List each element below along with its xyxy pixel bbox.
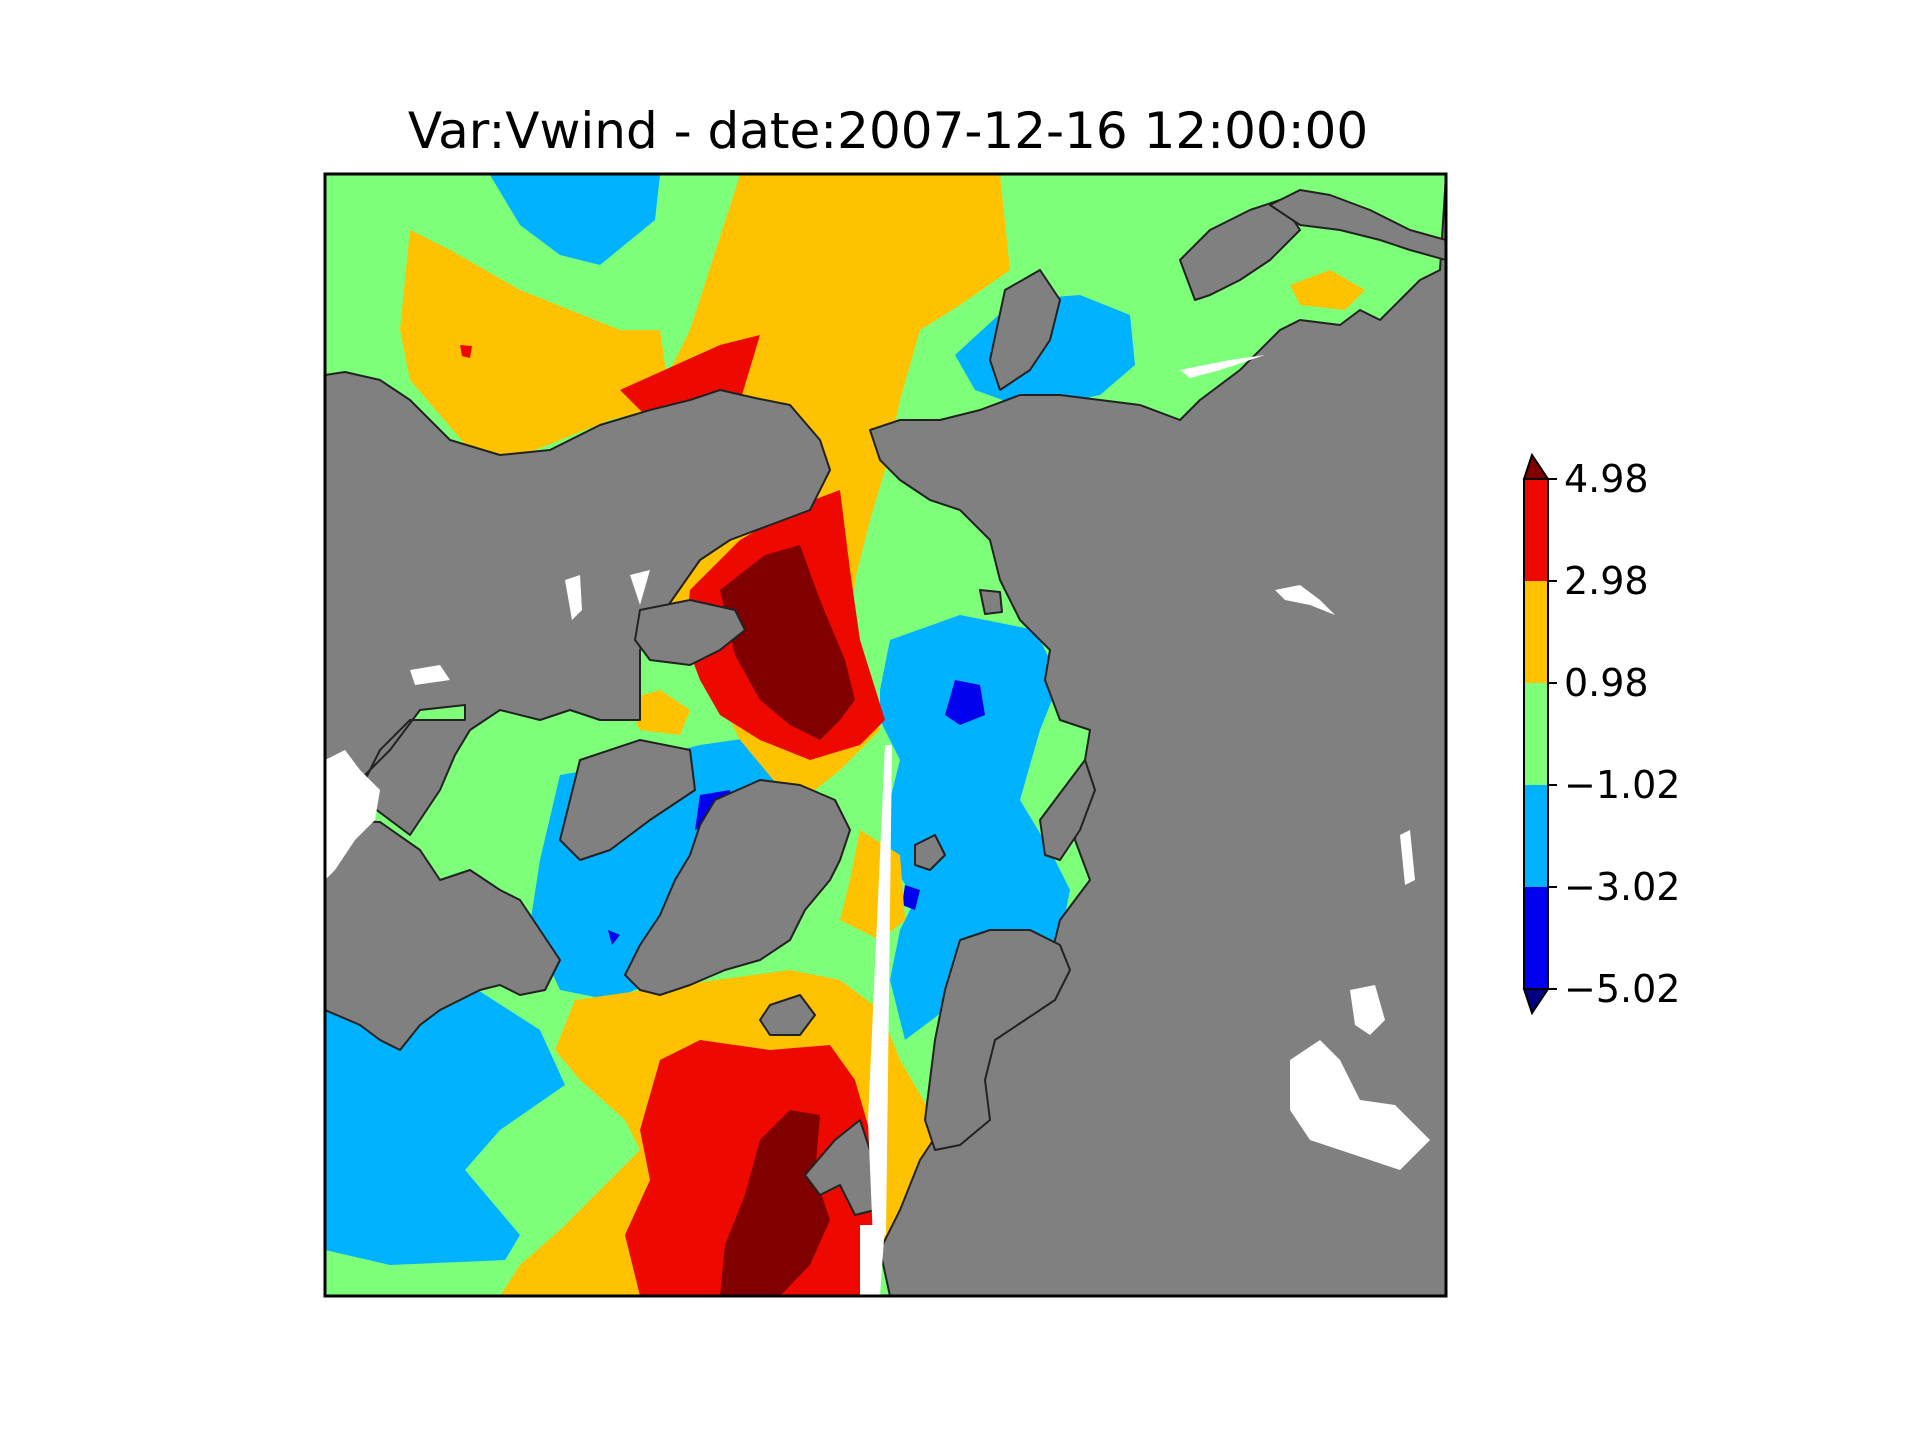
land-north-east <box>1269 189 1446 261</box>
land-iceland <box>759 994 816 1036</box>
land-novaya-zemlya <box>1039 759 1096 861</box>
land-svalbard <box>914 834 946 871</box>
colorbar-under-arrow <box>1522 988 1550 1016</box>
field-extreme-positive-regions <box>720 545 855 1296</box>
land-greenland <box>624 779 851 996</box>
colorbar-bin <box>1524 683 1548 785</box>
colorbar-bin <box>1524 581 1548 683</box>
land-baffin <box>559 739 696 861</box>
map-title: Var:Vwind - date:2007-12-16 12:00:00 <box>408 102 1368 160</box>
land-alaska-peninsula <box>1179 199 1301 301</box>
map-frame <box>323 172 1448 1298</box>
colorbar-bin <box>1524 785 1548 887</box>
land-arctic-islands <box>634 599 746 666</box>
colorbar-over-arrow <box>1522 452 1550 480</box>
land-hudson-south <box>325 819 561 1051</box>
land-kamchatka <box>989 269 1061 391</box>
colorbar-tick-label: −5.02 <box>1564 967 1680 1011</box>
colorbar-tick-label: 2.98 <box>1564 559 1649 603</box>
colorbar-tick-label: −1.02 <box>1564 763 1680 807</box>
missing-data <box>325 355 1430 1296</box>
colorbar: 4.98 2.98 0.98 −1.02 −3.02 −5.02 <box>1522 452 1680 1016</box>
land-british-isles <box>804 1119 881 1216</box>
map-panel <box>325 174 1446 1296</box>
colorbar-tick-label: 4.98 <box>1564 457 1649 501</box>
colorbar-tick-label: 0.98 <box>1564 661 1649 705</box>
land-scandinavia <box>924 929 1071 1151</box>
colorbar-bin <box>1524 479 1548 581</box>
land-franz-josef <box>979 589 1003 615</box>
colorbar-frame <box>1523 478 1549 990</box>
colorbar-bin <box>1524 887 1548 989</box>
colorbar-tick-label: −3.02 <box>1564 865 1680 909</box>
